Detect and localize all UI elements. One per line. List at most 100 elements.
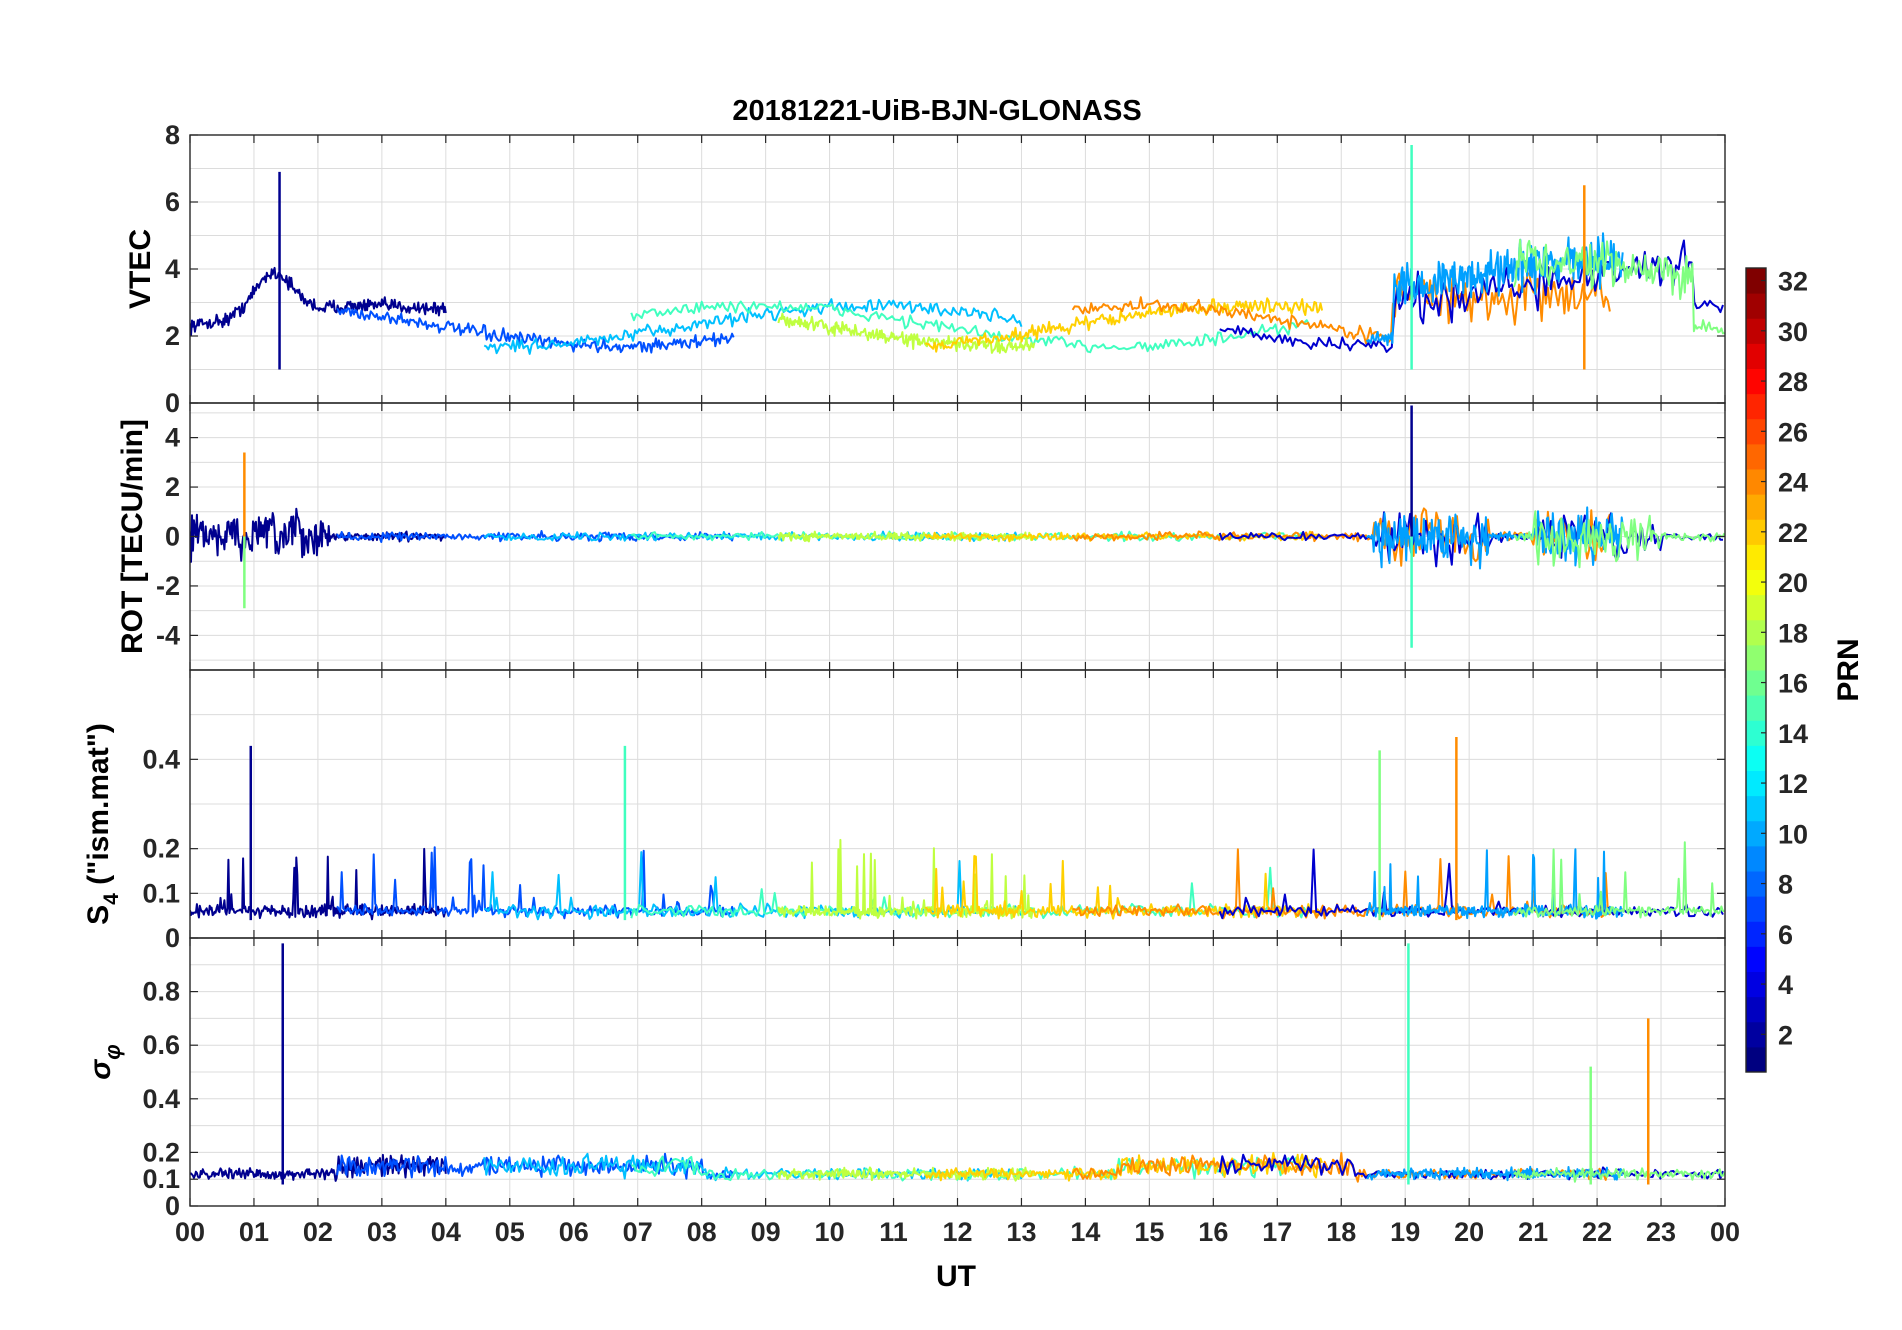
x-tick-label: 10 [815, 1217, 845, 1247]
sigma_phi-series-7 [1071, 1152, 1611, 1183]
x-tick-label: 23 [1646, 1217, 1676, 1247]
rot-y-axis-label: ROT [TECU/min] [116, 419, 149, 654]
colorbar-tick-label: 12 [1778, 769, 1808, 799]
s4-y-tick-label: 0.4 [142, 744, 180, 774]
colorbar-tick-label: 32 [1778, 267, 1808, 297]
colorbar-cell [1746, 871, 1766, 897]
colorbar-cell [1746, 469, 1766, 495]
colorbar-cell [1746, 971, 1766, 998]
rot-y-tick-label: 0 [165, 522, 180, 552]
rot-series-10 [1513, 510, 1725, 569]
colorbar-cell [1746, 795, 1766, 822]
sigma_phi-series-group [190, 943, 1725, 1185]
colorbar-cell [1746, 644, 1766, 671]
vtec-series-5 [777, 312, 1036, 354]
colorbar-cell [1746, 1046, 1766, 1073]
vtec-series-2 [336, 307, 735, 354]
colorbar-cell [1746, 268, 1766, 294]
x-tick-label: 07 [623, 1217, 653, 1247]
colorbar-cell [1746, 393, 1766, 420]
s4-y-axis-label: S4 ("ism.mat") [82, 723, 123, 925]
x-tick-label: 09 [751, 1217, 781, 1247]
colorbar-cell [1746, 318, 1766, 344]
x-tick-label: 11 [879, 1217, 908, 1247]
rot-y-tick-label: -4 [156, 620, 180, 650]
rot-y-tick-label: -2 [156, 571, 180, 601]
x-tick-label: 05 [495, 1217, 525, 1247]
colorbar-cell [1746, 820, 1766, 847]
x-tick-label: 08 [687, 1217, 717, 1247]
colorbar-cell [1746, 845, 1766, 872]
colorbar-cell [1746, 896, 1766, 922]
vtec-series-1 [190, 266, 447, 337]
colorbar-tick-label: 24 [1778, 468, 1808, 498]
vtec-y-axis-label: VTEC [124, 229, 157, 309]
colorbar-cell [1746, 770, 1766, 797]
x-tick-label: 19 [1390, 1217, 1420, 1247]
vtec-series-6 [924, 297, 1324, 353]
colorbar-cell [1746, 996, 1766, 1023]
colorbar-tick-label: 20 [1778, 568, 1808, 598]
x-tick-label: 22 [1582, 1217, 1612, 1247]
chart-title: 20181221-UiB-BJN-GLONASS [732, 95, 1141, 127]
colorbar-tick-label: 10 [1778, 819, 1808, 849]
vtec-y-tick-label: 8 [165, 120, 180, 150]
colorbar-tick-label: 26 [1778, 417, 1808, 447]
colorbar-tick-label: 8 [1778, 870, 1793, 900]
colorbar-cell [1746, 594, 1766, 621]
x-tick-label: 02 [303, 1217, 333, 1247]
colorbar-cell [1746, 569, 1766, 596]
colorbar-cell [1746, 293, 1766, 319]
x-tick-label: 16 [1198, 1217, 1228, 1247]
colorbar-tick-label: 4 [1778, 970, 1793, 1000]
colorbar-cell [1746, 695, 1766, 721]
sigma_phi-series-1 [190, 1153, 447, 1182]
x-tick-label: 13 [1006, 1217, 1036, 1247]
vtec-y-tick-label: 0 [165, 388, 180, 418]
colorbar-cell [1746, 418, 1766, 445]
x-tick-label: 01 [239, 1217, 269, 1247]
vtec-series-10 [1512, 238, 1725, 335]
x-tick-label: 00 [1710, 1217, 1740, 1247]
rot-series-group [190, 405, 1725, 648]
colorbar-tick-label: 16 [1778, 669, 1808, 699]
s4-series-group [190, 737, 1725, 921]
colorbar-cell [1746, 519, 1766, 545]
colorbar-label: PRN [1832, 638, 1865, 701]
vtec-y-tick-label: 4 [165, 254, 180, 284]
colorbar-cell [1746, 720, 1766, 746]
colorbar-cell [1746, 670, 1766, 696]
x-tick-label: 12 [942, 1217, 972, 1247]
colorbar-tick-label: 22 [1778, 518, 1808, 548]
s4-series-10 [1513, 841, 1725, 919]
sigma-phi-y-axis-label: σφ [84, 1044, 125, 1079]
sigma_phi-y-tick-label: 0.8 [142, 977, 180, 1007]
colorbar-tick-label: 6 [1778, 920, 1793, 950]
vtec-series-4 [630, 300, 1311, 354]
colorbar-cell [1746, 494, 1766, 520]
x-tick-label: 06 [559, 1217, 589, 1247]
colorbar-cell [1746, 544, 1766, 570]
s4-series-5 [777, 838, 1036, 920]
colorbar-cell [1746, 443, 1766, 470]
sigma_phi-y-tick-label: 0.4 [142, 1084, 180, 1114]
sigma_phi-series-5 [777, 1166, 1036, 1182]
x-axis-label: UT [936, 1260, 976, 1293]
colorbar-tick-label: 14 [1778, 719, 1808, 749]
x-tick-label: 00 [175, 1217, 205, 1247]
colorbar-cell [1746, 745, 1766, 771]
x-tick-label: 17 [1262, 1217, 1292, 1247]
s4-y-tick-label: 0 [165, 923, 180, 953]
panel-vtec: 0 2 4 6 8 VTEC [124, 120, 1726, 418]
colorbar-cell [1746, 368, 1766, 395]
panel-s4: 0 0.1 0.2 0.4 S4 ("ism.mat") [82, 669, 1726, 953]
s4-y-tick-label: 0.2 [142, 834, 180, 864]
x-tick-label: 21 [1518, 1217, 1548, 1247]
vtec-series-3 [483, 298, 1023, 355]
vtec-y-tick-label: 6 [165, 187, 180, 217]
colorbar-cell [1746, 1021, 1766, 1048]
sigma_phi-y-tick-label: 0.1 [142, 1164, 180, 1194]
x-tick-label: 03 [367, 1217, 397, 1247]
